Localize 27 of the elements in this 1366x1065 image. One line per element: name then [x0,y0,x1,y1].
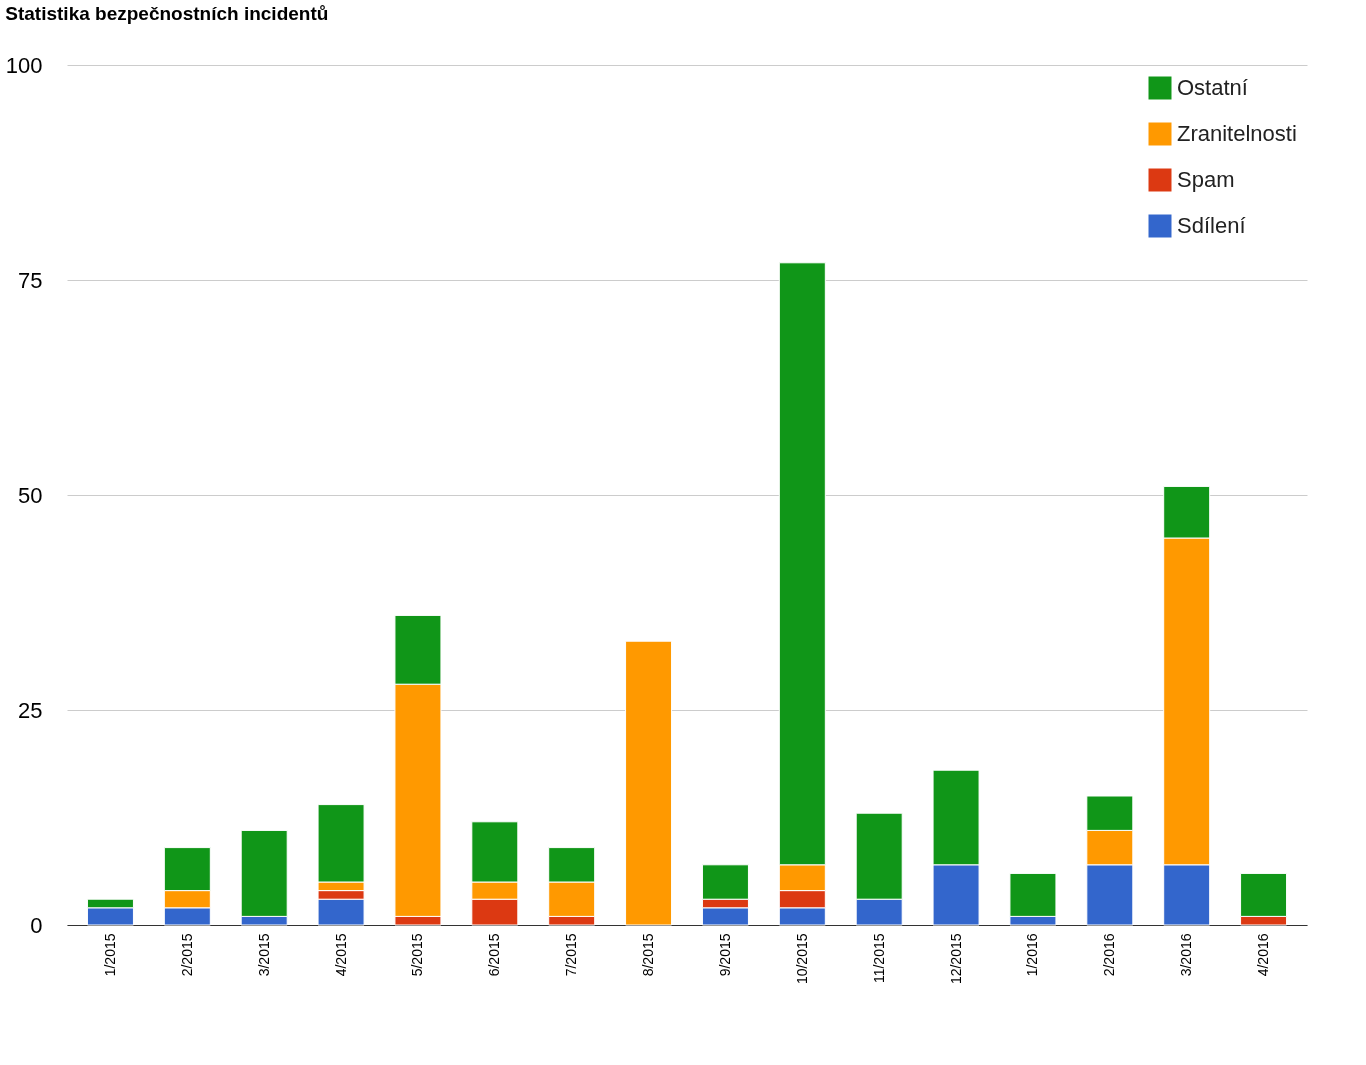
legend-label: Ostatní [1177,75,1248,100]
x-tick-label: 8/2015 [640,933,657,977]
x-tick-label: 9/2015 [716,933,733,977]
legend-label: Spam [1177,167,1235,192]
y-tick-label: 50 [18,482,43,508]
y-tick-label: 0 [30,912,43,938]
chart-title: Statistika bezpečnostních incidentů [5,3,329,24]
y-tick-label: 25 [18,697,43,723]
legend-label: Sdílení [1177,213,1246,238]
x-tick-label: 3/2016 [1178,933,1195,977]
x-tick-label: 2/2015 [178,933,195,977]
x-tick-label: 10/2015 [793,933,810,985]
x-tick-label: 6/2015 [486,933,503,977]
x-tick-label: 3/2015 [255,933,272,977]
x-tick-label: 2/2016 [1101,933,1118,977]
x-tick-label: 11/2015 [870,933,887,984]
x-tick-label: 12/2015 [947,933,964,985]
legend-label: Zranitelnosti [1177,121,1297,146]
x-tick-label: 1/2016 [1024,933,1041,977]
x-tick-label: 7/2015 [563,933,580,977]
y-tick-label: 75 [18,267,43,293]
bar [625,640,673,926]
x-tick-label: 5/2015 [409,933,426,977]
x-tick-label: 4/2016 [1255,933,1272,977]
x-tick-label: 1/2015 [101,933,118,977]
x-tick-label: 4/2015 [332,933,349,977]
y-tick-label: 100 [5,52,43,78]
